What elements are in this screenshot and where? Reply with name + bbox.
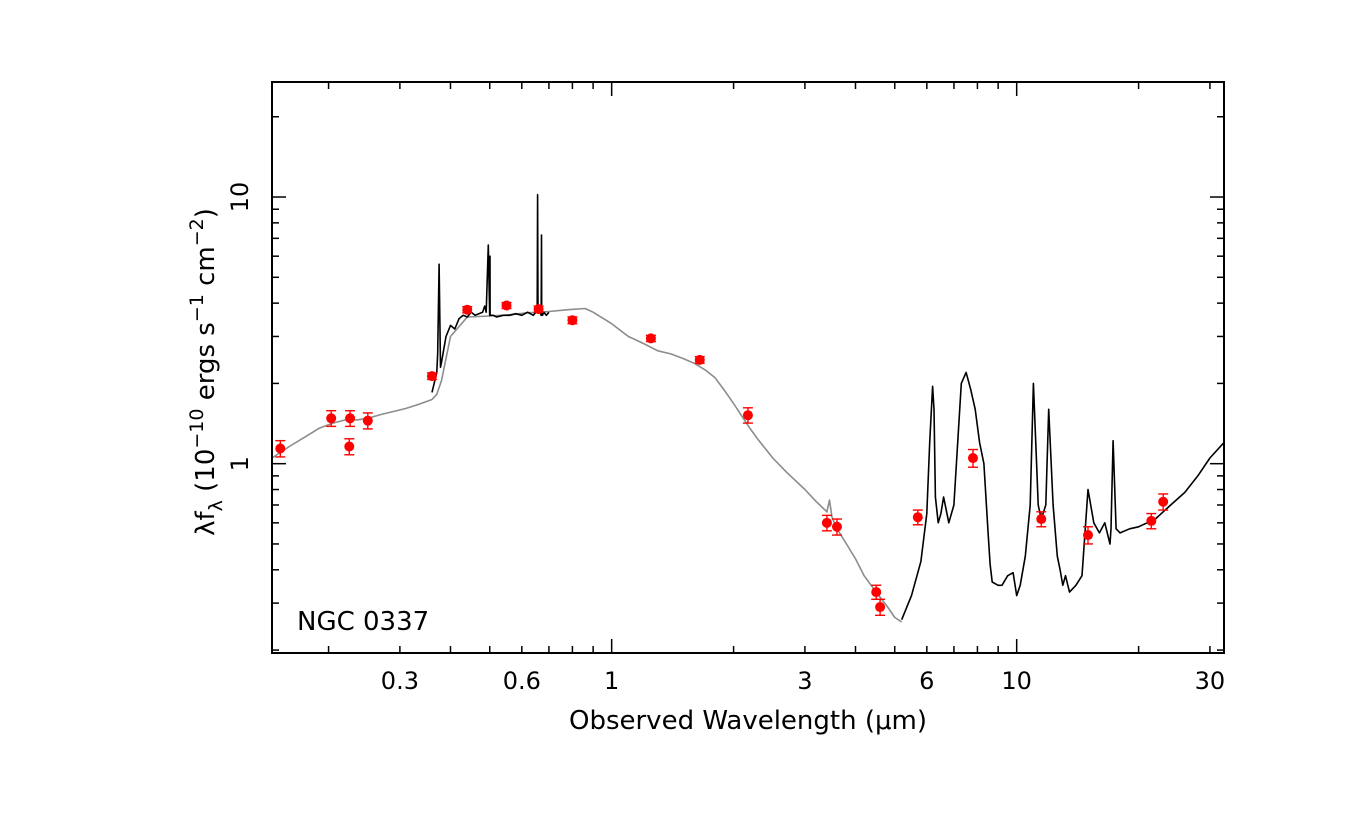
data-point [694,354,705,365]
data-point [875,602,886,613]
plot-layer [271,193,1225,623]
data-point [912,512,923,523]
data-point [871,587,882,598]
data-point [567,315,578,326]
data-point [1036,514,1047,525]
data-point [1146,515,1157,526]
x-tick-label: 6 [919,667,934,695]
x-tick-label: 0.3 [381,667,419,695]
data-point [1158,496,1169,507]
y-axis-title-sub: λ [205,500,227,511]
x-axis-title: Observed Wavelength (μm) [569,706,927,736]
x-tick-label: 1 [604,667,619,695]
data-point [645,333,656,344]
y-axis-title-open: (10 [191,449,221,501]
annotation-label: NGC 0337 [297,607,429,637]
x-tick-label: 10 [1001,667,1032,695]
data-point [326,413,337,424]
data-point [344,441,355,452]
x-tick-label: 3 [797,667,812,695]
y-axis-title-main: λf [191,511,221,536]
x-tick-labels: 0.3 0.6 1 3 6 10 30 [381,667,1225,695]
plot-frame [271,81,1225,654]
data-point [275,443,286,454]
y-axis-title-exp3: −2 [186,218,208,246]
spectrum-curve [431,193,550,393]
x-tick-label: 0.6 [503,667,541,695]
data-point [831,521,842,532]
spectrum-curve [900,371,1225,621]
data-point [533,304,544,315]
data-point [821,517,832,528]
x-tick-label: 30 [1195,667,1226,695]
data-point [1082,530,1093,541]
y-axis-title-mid: ergs s [191,322,221,408]
data-point [501,300,512,311]
y-axis-title: λfλ (10−10 ergs s−1 cm−2) [186,208,227,536]
model-curve [271,307,903,623]
data-point [742,410,753,421]
data-point [462,304,473,315]
y-tick-label: 1 [226,456,254,471]
data-point [967,453,978,464]
axis-ticks [272,82,1224,653]
data-point [426,371,437,382]
data-point [345,413,356,424]
y-axis-title-exp1: −10 [186,409,208,449]
y-axis-title-exp2: −1 [186,294,208,322]
y-tick-label: 10 [226,182,254,213]
data-point [362,415,373,426]
y-axis-title-close: ) [191,208,221,218]
y-tick-labels: 1 10 [226,182,254,472]
y-axis-title-mid2: cm [191,246,221,294]
